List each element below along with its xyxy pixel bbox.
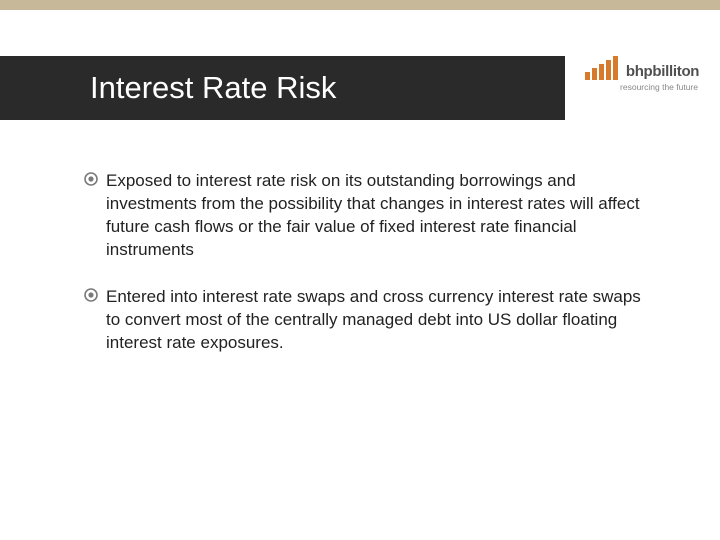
bullet-icon — [84, 170, 106, 186]
title-bar: Interest Rate Risk — [0, 56, 565, 120]
bullet-list: Exposed to interest rate risk on its out… — [84, 170, 644, 379]
slide-title: Interest Rate Risk — [90, 70, 336, 106]
list-item: Entered into interest rate swaps and cro… — [84, 286, 644, 355]
company-logo: bhpbilliton resourcing the future — [582, 56, 702, 92]
logo-graphic: bhpbilliton — [582, 56, 702, 80]
logo-bars-icon — [585, 56, 618, 80]
top-accent-strip — [0, 0, 720, 10]
bullet-icon — [84, 286, 106, 302]
bullet-text: Exposed to interest rate risk on its out… — [106, 170, 644, 262]
logo-tagline: resourcing the future — [582, 82, 702, 92]
bullet-text: Entered into interest rate swaps and cro… — [106, 286, 644, 355]
logo-name: bhpbilliton — [626, 63, 699, 80]
list-item: Exposed to interest rate risk on its out… — [84, 170, 644, 262]
